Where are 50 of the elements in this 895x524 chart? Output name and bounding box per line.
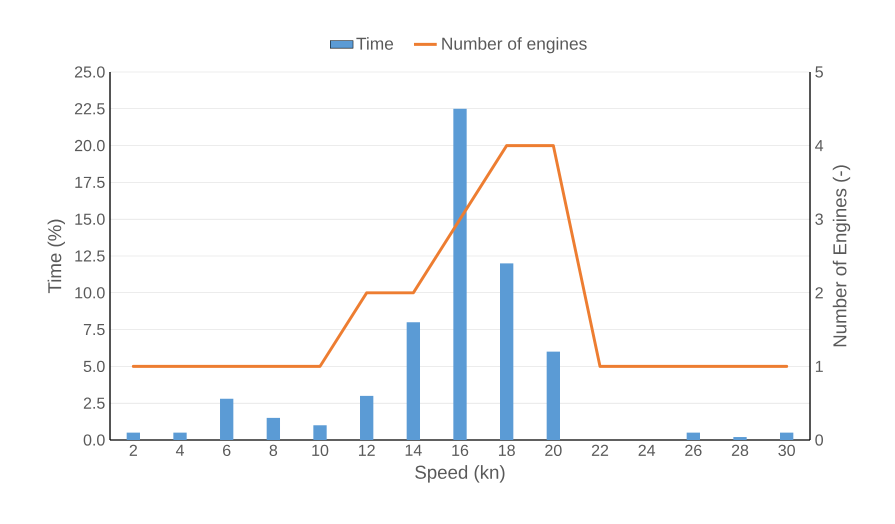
- y-tick-label: 5.0: [84, 360, 105, 372]
- x-tick-label: 28: [732, 444, 748, 456]
- x-tick-label: 24: [638, 444, 656, 456]
- x-tick-label: 20: [545, 444, 562, 456]
- bar: [220, 398, 234, 440]
- y2-tick-label: 4: [815, 140, 824, 152]
- bar: [313, 425, 327, 440]
- y-tick-label: 15.0: [75, 214, 105, 225]
- bar: [733, 437, 747, 440]
- y2-axis-title: Number of Engines (-): [832, 165, 850, 346]
- x-tick-label: 22: [592, 444, 608, 456]
- y-tick-label: 25.0: [74, 66, 105, 78]
- x-tick-label: 14: [406, 444, 422, 456]
- bar: [173, 432, 187, 440]
- y-tick-label: 20.0: [74, 140, 105, 152]
- y-tick-label: 22.5: [74, 103, 105, 114]
- legend-label: Number of engines: [442, 37, 587, 54]
- x-tick-label: 16: [452, 444, 468, 456]
- y-tick-label: 2.5: [84, 398, 105, 409]
- y2-tick-label: 2: [816, 287, 823, 298]
- x-tick-label: 2: [130, 444, 137, 456]
- bar: [453, 108, 467, 440]
- bar: [126, 432, 140, 440]
- bar: [500, 263, 514, 440]
- x-tick-label: 10: [312, 444, 328, 456]
- bar: [266, 418, 280, 440]
- y-axis-title: Time (%): [48, 220, 66, 294]
- x-tick-label: 4: [176, 444, 184, 456]
- y-tick-label: 12.5: [75, 250, 105, 262]
- y2-tick-label: 0: [815, 434, 823, 446]
- bar: [546, 352, 560, 440]
- x-tick-label: 26: [685, 444, 702, 456]
- legend-label: Time: [356, 37, 394, 50]
- x-tick-label: 30: [778, 444, 795, 456]
- x-tick-label: 18: [498, 444, 515, 456]
- y-tick-label: 17.5: [75, 176, 105, 188]
- y2-tick-label: 5: [815, 66, 823, 78]
- y-tick-label: 0.0: [84, 434, 105, 446]
- y2-tick-label: 3: [815, 214, 823, 225]
- x-tick-label: 12: [358, 444, 375, 456]
- bar: [686, 432, 700, 440]
- x-tick-label: 8: [270, 444, 278, 456]
- y2-tick-label: 1: [816, 360, 823, 372]
- bar: [780, 432, 794, 440]
- x-tick-label: 6: [223, 444, 230, 456]
- y-tick-label: 7.5: [84, 324, 105, 336]
- bar: [360, 396, 374, 440]
- x-axis-title: Speed (kn): [415, 465, 504, 483]
- bar: [406, 322, 420, 440]
- y-tick-label: 10.0: [75, 287, 105, 298]
